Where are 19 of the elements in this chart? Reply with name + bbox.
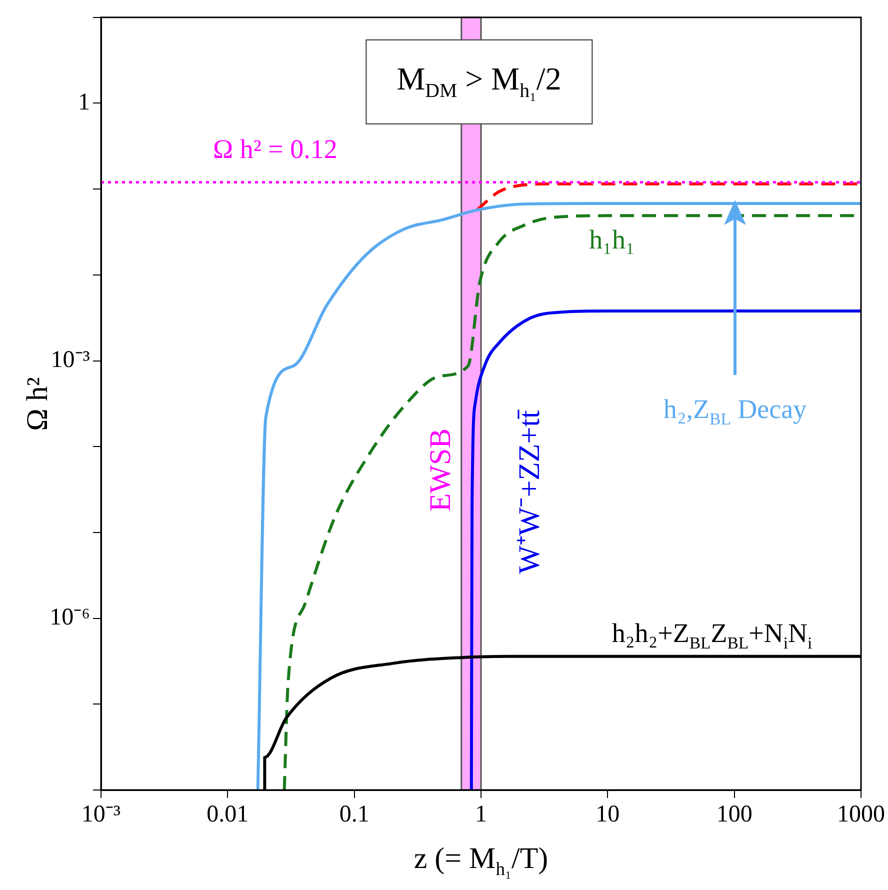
text: h₂,Z$_{BL}$ Decay — [663, 394, 807, 428]
text: W⁺W⁻+ZZ+tt̄ — [513, 410, 546, 574]
x-tick-label: 0.1 — [339, 802, 370, 828]
x-tick-label: 100 — [716, 802, 752, 828]
series-label: h₁h₁ — [589, 224, 635, 254]
ref-line-label: Ω h² = 0.12 — [213, 134, 338, 164]
x-tick-label: 0.01 — [206, 802, 249, 828]
x-tick-label: 10⁻³ — [81, 802, 121, 828]
x-tick-label: 1 — [475, 802, 487, 828]
x-tick-label: 1000 — [837, 802, 885, 828]
x-tick-label: 10 — [596, 802, 620, 828]
annotation: M$_{DM}$ > M$_{h₁}$/2 — [366, 39, 592, 125]
y-tick-label: 10⁻⁶ — [50, 604, 90, 631]
y-tick-label: 10⁻³ — [50, 347, 90, 374]
y-axis-title: Ω h² — [21, 376, 54, 431]
y-tick-label: 1 — [78, 90, 90, 116]
band-label: EWSB — [424, 428, 458, 512]
x-axis-title: z (= M$_{h₁}$/T) — [414, 842, 548, 880]
series-label: h₂h₂+Z$_{BL}$Z$_{BL}$+N$_{i}$N$_{i}$ — [612, 618, 812, 652]
